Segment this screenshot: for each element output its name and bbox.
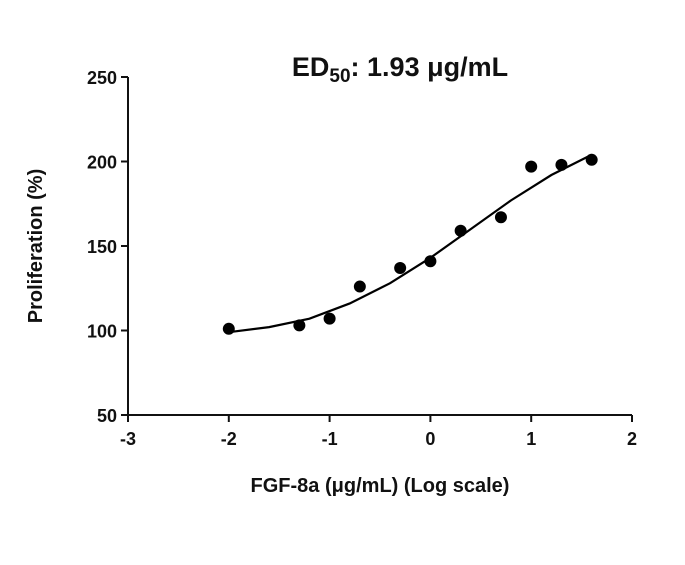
data-point <box>293 319 306 332</box>
data-point <box>585 153 598 166</box>
x-tick-label: 1 <box>526 429 536 449</box>
data-point <box>525 160 538 173</box>
title-main: ED <box>292 52 330 82</box>
data-point <box>222 322 235 335</box>
data-point <box>494 211 507 224</box>
data-point <box>555 158 568 171</box>
data-point <box>394 261 407 274</box>
x-tick-label: 2 <box>627 429 637 449</box>
x-tick-label: -1 <box>322 429 338 449</box>
y-tick-label: 250 <box>87 68 117 88</box>
y-tick-label: 150 <box>87 237 117 257</box>
y-axis-label: Proliferation (%) <box>25 169 47 323</box>
x-tick-label: -2 <box>221 429 237 449</box>
data-point <box>323 312 336 325</box>
title-rest: : 1.93 μg/mL <box>351 52 509 82</box>
y-tick-label: 200 <box>87 153 117 173</box>
y-tick-label: 100 <box>87 322 117 342</box>
data-point <box>424 255 437 268</box>
y-tick-label: 50 <box>97 406 117 426</box>
x-axis-label: FGF-8a (μg/mL) (Log scale) <box>251 475 510 497</box>
data-point <box>353 280 366 293</box>
x-tick-label: 0 <box>425 429 435 449</box>
title-subscript: 50 <box>329 66 350 87</box>
chart-title: ED50: 1.93 μg/mL <box>292 52 508 87</box>
x-tick-label: -3 <box>120 429 136 449</box>
data-point <box>454 224 467 237</box>
fit-curve <box>228 153 593 334</box>
